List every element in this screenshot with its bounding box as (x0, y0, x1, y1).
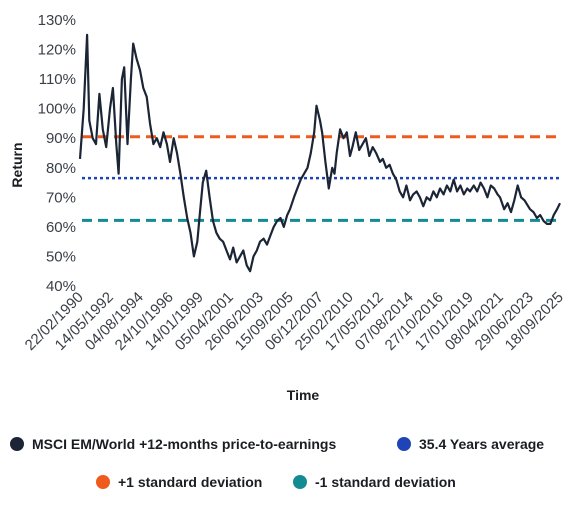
series-line-pe (78, 33, 561, 273)
legend-label-plus-sd: +1 standard deviation (118, 474, 263, 490)
legend-label-series: MSCI EM/World +12-months price-to-earnin… (32, 436, 337, 452)
y-tick-label: 110% (39, 71, 76, 88)
y-axis-title: Return (9, 142, 25, 187)
y-tick-label: 60% (46, 219, 76, 236)
legend-swatch-series (10, 437, 24, 451)
y-tick-label: 90% (46, 130, 76, 147)
legend-swatch-average (397, 437, 411, 451)
x-axis-title: Time (287, 387, 320, 403)
y-tick-label: 130% (38, 12, 76, 29)
legend-swatch-minus-sd (293, 475, 307, 489)
legend-swatch-plus-sd (96, 475, 110, 489)
x-axis-ticks: 22/02/199014/05/199204/08/199424/10/1996… (22, 289, 567, 354)
y-tick-label: 40% (46, 278, 76, 295)
legend-label-average: 35.4 Years average (419, 436, 545, 452)
line-chart: 40% 50% 60% 70% 80% 90% 100% 110% 120% 130% 22/02… (9, 12, 567, 403)
y-tick-label: 120% (38, 42, 76, 59)
y-tick-label: 80% (46, 160, 76, 177)
legend-item-average: 35.4 Years average (397, 436, 544, 452)
y-tick-label: 70% (46, 189, 76, 206)
y-tick-label: 50% (46, 248, 76, 265)
y-axis-ticks: 40% 50% 60% 70% 80% 90% 100% 110% 120% 130% (38, 12, 76, 295)
legend-label-minus-sd: -1 standard deviation (315, 474, 456, 490)
legend-item-plus-sd: +1 standard deviation (96, 474, 262, 490)
series-lines (78, 33, 561, 273)
reference-lines (82, 135, 560, 222)
legend-item-minus-sd: -1 standard deviation (293, 474, 456, 490)
y-tick-label: 100% (38, 101, 76, 118)
legend-item-series: MSCI EM/World +12-months price-to-earnin… (10, 436, 336, 452)
